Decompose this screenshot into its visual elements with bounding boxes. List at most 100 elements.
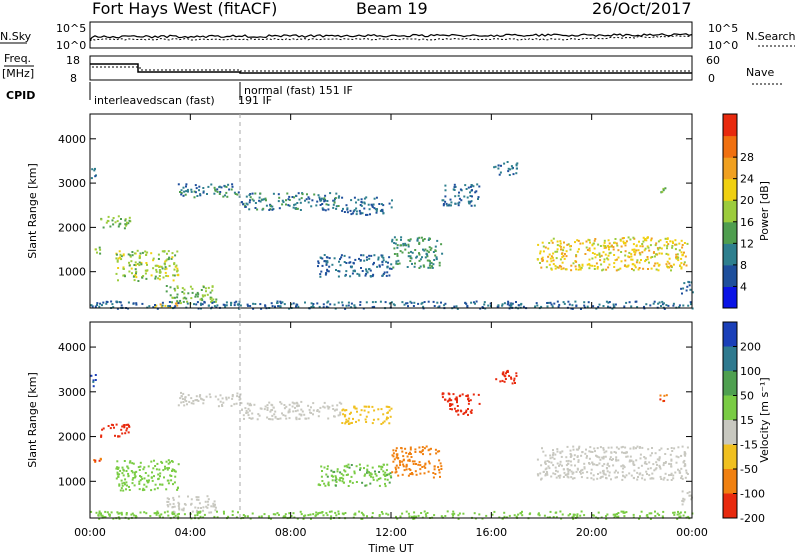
power-cell xyxy=(347,301,350,304)
power-cell xyxy=(193,190,196,193)
velocity-cell xyxy=(592,474,595,477)
velocity-cell xyxy=(344,414,346,417)
velocity-cell xyxy=(267,515,270,518)
velocity-cell xyxy=(326,468,329,470)
velocity-cell xyxy=(295,401,298,404)
velocity-cell xyxy=(408,458,411,461)
power-cell xyxy=(379,300,382,303)
power-cell xyxy=(407,255,410,258)
velocity-cell xyxy=(401,473,404,476)
power-cell xyxy=(659,239,662,242)
power-cell xyxy=(680,251,683,254)
power-cell xyxy=(599,259,602,262)
power-cell xyxy=(371,275,374,278)
power-region-11 xyxy=(441,183,481,207)
velocity-cell xyxy=(543,514,546,517)
power-cell xyxy=(142,275,145,277)
velocity-cell xyxy=(202,399,205,402)
power-cell xyxy=(323,197,326,200)
power-cell xyxy=(204,287,207,290)
velocity-cell xyxy=(664,462,667,464)
velocity-cell xyxy=(114,434,116,437)
power-cell xyxy=(434,245,437,248)
velocity-cell xyxy=(251,412,254,415)
velocity-cell xyxy=(363,474,366,477)
velocity-cell xyxy=(461,393,464,396)
velocity-cell xyxy=(104,516,107,519)
velocity-cell xyxy=(344,422,347,425)
velocity-cell xyxy=(203,513,206,516)
velocity-cell xyxy=(649,477,652,480)
power-cell xyxy=(398,262,401,265)
power-cell xyxy=(122,274,125,277)
power-cell xyxy=(321,257,324,260)
power-cell xyxy=(154,264,157,267)
velocity-cell xyxy=(585,448,587,451)
velocity-cell xyxy=(294,406,296,409)
power-cell xyxy=(339,258,341,261)
velocity-cell xyxy=(389,475,392,478)
power-cell xyxy=(363,259,366,262)
velocity-cell xyxy=(166,500,169,503)
velocity-cell xyxy=(200,507,202,509)
power-cell xyxy=(292,302,295,305)
velocity-cell xyxy=(192,402,195,405)
power-cell xyxy=(156,264,159,267)
power-cell xyxy=(620,251,623,253)
power-cell xyxy=(304,301,306,304)
power-cell xyxy=(191,287,194,290)
power-cell xyxy=(174,305,177,308)
velocity-cell xyxy=(337,510,340,513)
power-cell xyxy=(117,257,120,260)
velocity-cell xyxy=(120,428,123,431)
velocity-cell xyxy=(249,402,252,405)
velocity-cell xyxy=(570,464,573,467)
velocity-cell xyxy=(206,500,209,503)
velocity-cell xyxy=(604,473,607,476)
power-cell xyxy=(446,204,449,207)
power-cell xyxy=(317,262,320,265)
velocity-cell xyxy=(139,479,142,482)
velocity-cell xyxy=(359,413,362,416)
velocity-cell xyxy=(178,495,181,498)
power-cell xyxy=(137,280,140,282)
power-cell xyxy=(326,269,329,272)
power-cell xyxy=(666,260,669,263)
power-cell xyxy=(242,203,245,206)
velocity-cell xyxy=(334,479,337,482)
power-cell xyxy=(393,247,396,250)
velocity-cell xyxy=(636,445,639,448)
power-cell xyxy=(550,268,553,271)
power-cell xyxy=(322,303,325,306)
power-cell xyxy=(550,260,553,263)
power-cell xyxy=(185,190,188,193)
velocity-cell xyxy=(567,459,570,462)
power-cell xyxy=(619,239,622,242)
power-cell xyxy=(359,212,362,215)
power-cell xyxy=(417,302,420,305)
velocity-cell xyxy=(446,510,449,513)
power-cell xyxy=(474,191,477,194)
velocity-cell xyxy=(430,447,432,450)
power-cell xyxy=(288,195,291,198)
power-cell xyxy=(200,297,203,300)
velocity-cell xyxy=(212,505,215,508)
power-cell xyxy=(360,267,362,269)
velocity-cell xyxy=(312,409,315,412)
power-cell xyxy=(144,272,147,275)
power-cell xyxy=(278,196,281,199)
velocity-cell xyxy=(435,452,438,455)
power-cell xyxy=(165,274,168,277)
frequency-trace xyxy=(90,63,692,74)
velocity-cell xyxy=(677,456,680,459)
power-cell xyxy=(190,188,193,191)
power-cell xyxy=(597,306,600,308)
power-cell xyxy=(157,258,160,260)
velocity-colorbar-swatch xyxy=(723,371,737,396)
velocity-cell xyxy=(592,463,594,466)
power-cell xyxy=(562,249,565,252)
power-cell xyxy=(344,307,347,310)
velocity-cell xyxy=(132,462,135,465)
velocity-cell xyxy=(360,511,363,514)
velocity-cell xyxy=(123,481,126,484)
